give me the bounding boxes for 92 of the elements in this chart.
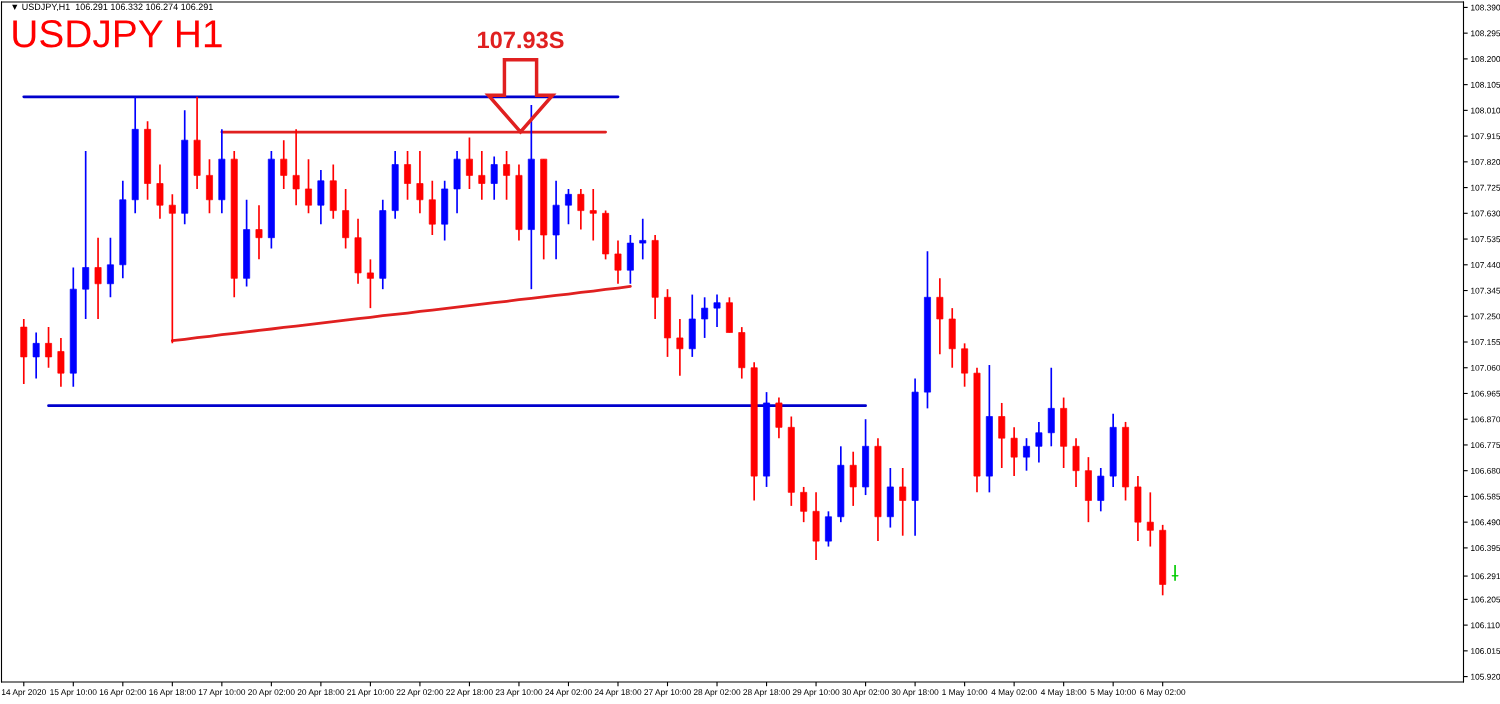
candlestick	[676, 318, 684, 377]
candlestick	[589, 188, 597, 242]
y-tick-label: 108.295	[1471, 30, 1500, 37]
candlestick	[1023, 437, 1030, 472]
candlestick	[701, 296, 709, 339]
x-tick-label: 5 May 10:00	[1090, 689, 1136, 697]
candlestick	[156, 163, 164, 220]
candlestick	[577, 188, 585, 231]
y-tick-label: 106.965	[1471, 390, 1500, 397]
x-tick-label: 15 Apr 10:00	[50, 689, 97, 697]
x-tick-label: 17 Apr 10:00	[198, 689, 246, 697]
x-tick-label: 20 Apr 18:00	[297, 689, 345, 697]
y-tick-label: 105.920	[1471, 673, 1500, 680]
x-tick-label: 30 Apr 18:00	[891, 689, 939, 697]
candlestick	[255, 204, 263, 261]
candlestick	[713, 293, 721, 328]
annotation: 107.93S	[478, 31, 564, 49]
candlestick	[503, 150, 511, 201]
y-tick-label: 107.630	[1471, 210, 1500, 217]
candlestick	[416, 150, 424, 215]
candlestick	[1010, 426, 1018, 477]
y-tick-label: 107.155	[1471, 339, 1500, 346]
x-tick-label: 24 Apr 02:00	[545, 689, 592, 697]
candlestick	[639, 217, 647, 261]
x-tick-label: 24 Apr 18:00	[594, 689, 642, 697]
x-tick-label: 23 Apr 10:00	[495, 689, 543, 697]
candlestick	[1146, 491, 1154, 548]
x-tick-label: 22 Apr 02:00	[396, 689, 444, 697]
candlestick	[800, 486, 808, 523]
candlestick	[82, 150, 90, 320]
candlestick	[998, 402, 1006, 469]
candlestick	[366, 258, 374, 309]
x-tick-label: 4 May 18:00	[1040, 689, 1087, 697]
candlestick	[305, 158, 312, 215]
x-tick-label: 22 Apr 18:00	[446, 689, 493, 697]
x-tick-label: 4 May 02:00	[991, 689, 1037, 697]
candlestick	[94, 236, 102, 320]
y-tick-label: 108.200	[1471, 56, 1500, 62]
candlestick	[280, 139, 288, 190]
y-tick-label: 106.680	[1471, 467, 1500, 474]
candlestick	[614, 239, 622, 285]
candlestick	[45, 326, 52, 369]
candlestick	[32, 331, 40, 380]
y-tick-label: 107.725	[1471, 184, 1500, 191]
candlestick	[1035, 421, 1043, 464]
x-tick-label: 16 Apr 02:00	[99, 689, 147, 697]
candlestick	[565, 188, 572, 225]
y-tick-label: 108.105	[1471, 81, 1500, 88]
candlestick	[292, 128, 300, 207]
y-tick-label: 106.015	[1471, 648, 1500, 654]
y-tick-label: 108.390	[1471, 4, 1500, 11]
annotation: ▼ USDJPY,H1 106.291 106.332 106.274 106.291	[12, 3, 213, 12]
y-tick-label: 106.585	[1471, 493, 1500, 500]
x-tick-label: 21 Apr 10:00	[347, 689, 394, 697]
y-tick-label: 106.870	[1471, 416, 1500, 423]
x-tick-label: 28 Apr 18:00	[743, 689, 790, 697]
candlestick	[490, 155, 498, 201]
y-tick-label: 106.775	[1471, 442, 1500, 449]
y-tick-label: 107.440	[1471, 261, 1500, 268]
x-tick-label: 16 Apr 18:00	[149, 689, 196, 697]
chart-title: USDJPY H1	[13, 20, 222, 48]
x-tick-label: 20 Apr 02:00	[248, 689, 295, 697]
y-tick-label: 106.110	[1471, 622, 1500, 629]
candlestick	[936, 277, 944, 356]
y-tick-label: 107.250	[1471, 313, 1500, 320]
y-tick-label: 107.820	[1471, 159, 1500, 165]
y-tick-label: 107.535	[1471, 236, 1500, 243]
y-tick-label: 107.345	[1471, 287, 1500, 294]
x-tick-label: 27 Apr 10:00	[644, 689, 691, 697]
x-tick-label: 30 Apr 02:00	[842, 689, 889, 697]
candlestick	[1171, 564, 1179, 582]
y-tick-label: 108.010	[1471, 107, 1500, 114]
candlestick	[849, 450, 857, 507]
candlestick	[168, 193, 176, 345]
x-tick-label: 1 May 10:00	[942, 689, 988, 697]
y-tick-label: 107.060	[1471, 364, 1500, 371]
line-series	[170, 285, 632, 343]
candlestick	[106, 236, 114, 299]
candlestick	[478, 150, 486, 201]
candlestick	[57, 337, 65, 388]
candlestick	[899, 467, 907, 537]
y-tick-label: 107.915	[1471, 133, 1500, 140]
candlestick	[465, 136, 473, 190]
x-tick-label: 28 Apr 02:00	[693, 689, 741, 697]
y-tick-label: 106.291	[1471, 573, 1500, 580]
candlestick	[404, 150, 411, 201]
x-tick-label: 14 Apr 2020	[1, 689, 46, 697]
x-tick-label: 6 May 02:00	[1140, 689, 1186, 697]
x-tick-label: 29 Apr 10:00	[792, 689, 840, 697]
y-tick-label: 106.395	[1471, 545, 1500, 551]
y-tick-label: 106.490	[1471, 519, 1500, 526]
y-tick-label: 106.205	[1471, 596, 1500, 603]
